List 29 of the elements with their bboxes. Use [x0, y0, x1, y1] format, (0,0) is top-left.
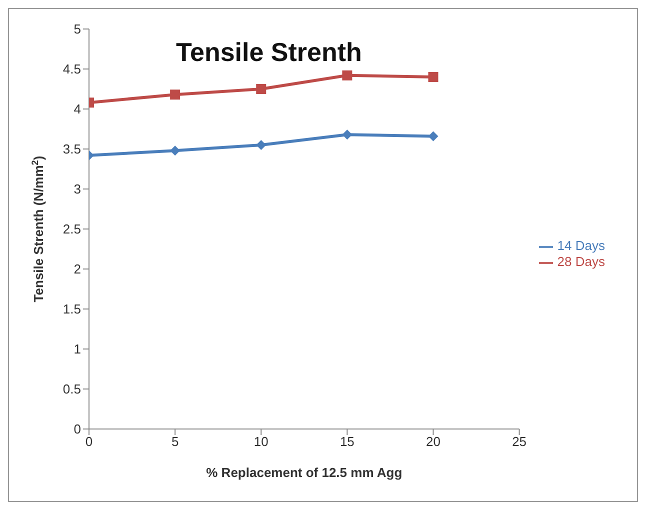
point	[170, 90, 180, 100]
legend-label: 28 Days	[557, 254, 605, 269]
x-tick-label: 15	[340, 434, 354, 450]
point	[342, 130, 352, 140]
legend-label: 14 Days	[557, 238, 605, 254]
point	[256, 140, 266, 150]
x-tick-label: 20	[426, 434, 440, 450]
y-tick-label: 4	[74, 102, 81, 117]
y-tick-label: 3	[74, 182, 81, 197]
y-tick-label: 2.5	[62, 222, 81, 237]
x-tick-label: 0	[85, 434, 93, 450]
point	[428, 131, 438, 142]
point	[170, 146, 180, 156]
y-tick-label: 1	[74, 342, 81, 357]
point	[342, 70, 352, 80]
x-tick-label: 10	[254, 434, 268, 450]
x-tick-label: 25	[512, 434, 527, 450]
y-tick-label: 1.5	[62, 302, 81, 317]
y-tick-label: 4.5	[62, 62, 81, 77]
point	[256, 84, 266, 94]
y-tick-label: 0.5	[62, 382, 81, 397]
y-tick-label: 0	[74, 422, 81, 437]
chart-title: Tensile Strenth	[176, 37, 362, 67]
y-tick-label: 2	[74, 262, 81, 277]
x-axis-title: % Replacement of 12.5 mm Agg	[206, 465, 402, 480]
y-tick-label: 3.5	[62, 142, 81, 157]
x-tick-label: 5	[171, 434, 179, 450]
point	[428, 72, 438, 82]
y-tick-label: 5	[74, 22, 81, 37]
